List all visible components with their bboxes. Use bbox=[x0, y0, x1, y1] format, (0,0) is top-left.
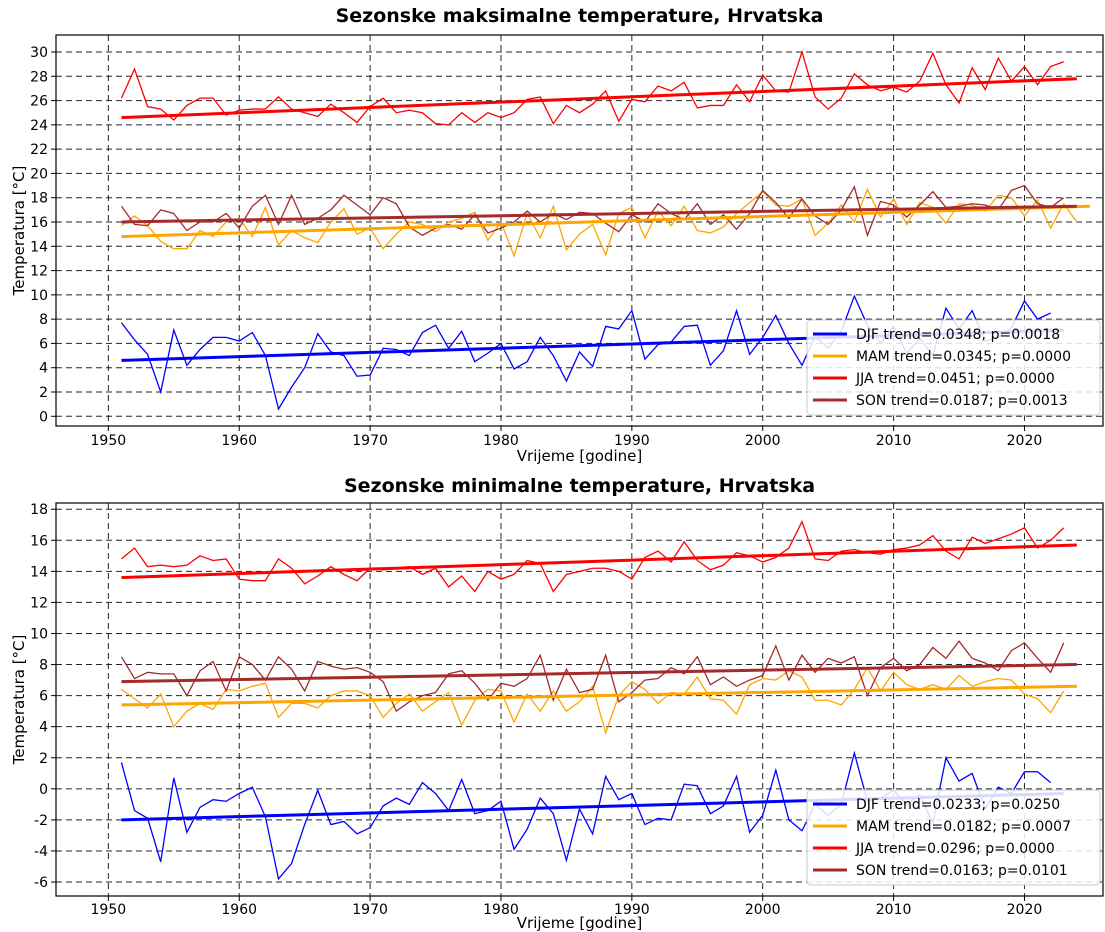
trend-line-jja bbox=[121, 77, 1077, 120]
x-tick-label: 2020 bbox=[1007, 902, 1043, 918]
y-tick-label: -4 bbox=[34, 844, 48, 860]
x-tick-label: 1990 bbox=[614, 433, 650, 449]
x-tick-label: 1970 bbox=[352, 902, 388, 918]
x-tick-label: 2010 bbox=[876, 433, 912, 449]
y-tick-label: 2 bbox=[39, 385, 48, 401]
y-tick-label: 12 bbox=[30, 595, 48, 611]
x-axis-label: Vrijeme [godine] bbox=[517, 447, 642, 465]
y-tick-label: 14 bbox=[30, 564, 48, 580]
x-axis-label: Vrijeme [godine] bbox=[517, 914, 642, 932]
series-line-son bbox=[120, 640, 1065, 713]
chart-title: Sezonske maksimalne temperature, Hrvatsk… bbox=[336, 5, 824, 27]
x-tick-label: 1980 bbox=[483, 902, 519, 918]
trend-line-mam bbox=[121, 204, 1090, 239]
y-tick-label: 26 bbox=[30, 94, 48, 110]
legend-label-mam: MAM trend=0.0345; p=0.0000 bbox=[856, 349, 1071, 365]
y-tick-label: 4 bbox=[39, 720, 48, 736]
trend-line-mam bbox=[121, 684, 1077, 707]
x-tick-label: 1980 bbox=[483, 433, 519, 449]
x-tick-label: 2010 bbox=[876, 902, 912, 918]
x-tick-label: 2000 bbox=[745, 902, 781, 918]
y-axis-label: Temperatura [°C] bbox=[10, 635, 28, 766]
legend-box bbox=[806, 319, 1101, 416]
y-tick-label: 0 bbox=[39, 782, 48, 798]
y-tick-label: 16 bbox=[30, 215, 48, 231]
legend-label-mam: MAM trend=0.0182; p=0.0007 bbox=[856, 819, 1071, 835]
x-tick-label: 1950 bbox=[91, 433, 127, 449]
y-tick-label: 18 bbox=[30, 502, 48, 518]
x-tick-label: 2020 bbox=[1007, 433, 1043, 449]
y-tick-label: 18 bbox=[30, 191, 48, 207]
series-line-mam bbox=[121, 666, 1065, 736]
y-tick-label: 28 bbox=[30, 69, 48, 85]
y-tick-label: 0 bbox=[39, 409, 48, 425]
plot-frame bbox=[55, 34, 1104, 427]
trend-line-jja bbox=[121, 543, 1077, 580]
y-tick-label: 10 bbox=[30, 288, 48, 304]
trend-line-son bbox=[121, 204, 1077, 224]
y-tick-label: 22 bbox=[30, 142, 48, 158]
x-tick-label: 1960 bbox=[221, 902, 257, 918]
x-tick-label: 1950 bbox=[91, 902, 127, 918]
y-tick-label: 10 bbox=[30, 626, 48, 642]
y-tick-label: 4 bbox=[39, 361, 48, 377]
y-tick-label: 8 bbox=[39, 658, 48, 674]
plot-area bbox=[120, 519, 1077, 881]
legend-label-jja: JJA trend=0.0296; p=0.0000 bbox=[855, 841, 1055, 857]
y-tick-label: 8 bbox=[39, 312, 48, 328]
y-tick-label: 16 bbox=[30, 533, 48, 549]
axis-ticks: -6 -4 -2 0 2 4 6 8 10 12 14 16 18 1950 1960 1970 1980 199… bbox=[30, 502, 1042, 918]
y-tick-label: 6 bbox=[39, 689, 48, 705]
y-tick-label: 2 bbox=[39, 751, 48, 767]
trend-line-son bbox=[121, 663, 1077, 684]
max-temperature-chart: Sezonske maksimalne temperature, Hrvatsk… bbox=[10, 5, 1104, 465]
legend-label-son: SON trend=0.0163; p=0.0101 bbox=[856, 863, 1068, 879]
x-tick-label: 1960 bbox=[221, 433, 257, 449]
legend: DJF trend=0.0348; p=0.0018 MAM trend=0.03… bbox=[806, 319, 1101, 416]
y-tick-label: -2 bbox=[34, 813, 48, 829]
chart-title: Sezonske minimalne temperature, Hrvatska bbox=[344, 475, 815, 497]
x-tick-label: 1990 bbox=[614, 902, 650, 918]
x-tick-label: 2000 bbox=[745, 433, 781, 449]
series-line-jja bbox=[121, 519, 1065, 593]
legend-label-djf: DJF trend=0.0348; p=0.0018 bbox=[856, 327, 1060, 343]
y-tick-label: 14 bbox=[30, 239, 48, 255]
legend-label-djf: DJF trend=0.0233; p=0.0250 bbox=[856, 797, 1060, 813]
legend-label-jja: JJA trend=0.0451; p=0.0000 bbox=[855, 371, 1055, 387]
y-tick-label: 24 bbox=[30, 118, 48, 134]
x-tick-label: 1970 bbox=[352, 433, 388, 449]
series-line-jja bbox=[120, 49, 1064, 126]
y-tick-label: 6 bbox=[39, 336, 48, 352]
y-tick-label: 12 bbox=[30, 264, 48, 280]
plot-frame bbox=[55, 502, 1104, 897]
y-axis-label: Temperatura [°C] bbox=[10, 166, 28, 297]
legend-box bbox=[806, 789, 1101, 886]
legend: DJF trend=0.0233; p=0.0250 MAM trend=0.01… bbox=[806, 789, 1101, 886]
y-tick-label: 30 bbox=[30, 45, 48, 61]
min-temperature-chart: Sezonske minimalne temperature, Hrvatska… bbox=[10, 475, 1104, 932]
y-tick-label: 20 bbox=[30, 166, 48, 182]
y-tick-label: -6 bbox=[34, 875, 48, 891]
legend-label-son: SON trend=0.0187; p=0.0013 bbox=[856, 393, 1068, 409]
